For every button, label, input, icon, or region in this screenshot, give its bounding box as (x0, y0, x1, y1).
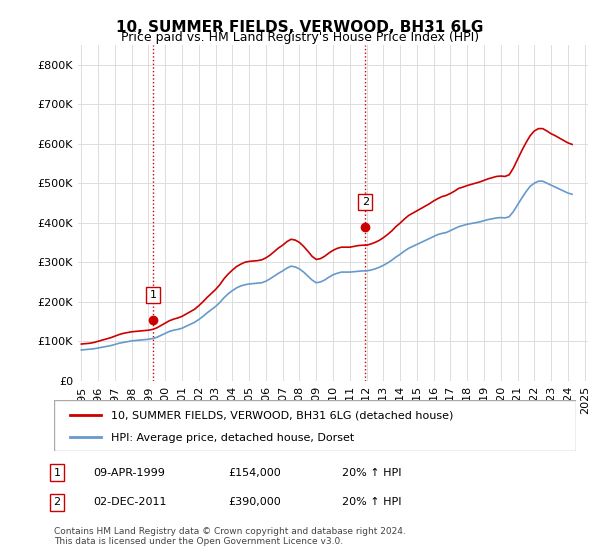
Text: 20% ↑ HPI: 20% ↑ HPI (342, 497, 401, 507)
Text: 10, SUMMER FIELDS, VERWOOD, BH31 6LG: 10, SUMMER FIELDS, VERWOOD, BH31 6LG (116, 20, 484, 35)
Text: £390,000: £390,000 (228, 497, 281, 507)
Text: £154,000: £154,000 (228, 468, 281, 478)
Text: HPI: Average price, detached house, Dorset: HPI: Average price, detached house, Dors… (112, 433, 355, 443)
Text: 2: 2 (53, 497, 61, 507)
Text: 1: 1 (149, 290, 157, 300)
FancyBboxPatch shape (54, 400, 576, 451)
Text: 09-APR-1999: 09-APR-1999 (93, 468, 165, 478)
Text: 2: 2 (362, 197, 369, 207)
Text: 10, SUMMER FIELDS, VERWOOD, BH31 6LG (detached house): 10, SUMMER FIELDS, VERWOOD, BH31 6LG (de… (112, 410, 454, 421)
Text: Contains HM Land Registry data © Crown copyright and database right 2024.
This d: Contains HM Land Registry data © Crown c… (54, 526, 406, 546)
Text: 1: 1 (53, 468, 61, 478)
Text: 02-DEC-2011: 02-DEC-2011 (93, 497, 167, 507)
Text: Price paid vs. HM Land Registry's House Price Index (HPI): Price paid vs. HM Land Registry's House … (121, 31, 479, 44)
Text: 20% ↑ HPI: 20% ↑ HPI (342, 468, 401, 478)
